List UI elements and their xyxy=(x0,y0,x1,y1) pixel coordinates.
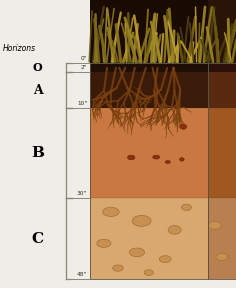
Text: C: C xyxy=(32,232,44,246)
Bar xyxy=(208,0,236,63)
Text: 2": 2" xyxy=(81,65,87,70)
Ellipse shape xyxy=(103,207,119,217)
Ellipse shape xyxy=(180,158,184,161)
Ellipse shape xyxy=(159,256,171,263)
Ellipse shape xyxy=(181,204,191,211)
Bar xyxy=(90,0,208,63)
Ellipse shape xyxy=(132,215,151,226)
Text: A: A xyxy=(33,84,43,97)
Bar xyxy=(208,108,236,198)
Text: 10": 10" xyxy=(77,101,87,106)
Ellipse shape xyxy=(144,270,153,276)
Bar xyxy=(208,198,236,279)
Bar xyxy=(90,72,208,108)
Ellipse shape xyxy=(127,155,135,160)
Bar xyxy=(90,63,208,279)
Text: 0": 0" xyxy=(81,56,87,61)
Bar xyxy=(90,63,208,72)
Ellipse shape xyxy=(168,226,181,234)
Text: B: B xyxy=(31,146,44,160)
Text: 30": 30" xyxy=(77,191,87,196)
Ellipse shape xyxy=(180,124,187,129)
Ellipse shape xyxy=(208,221,221,229)
Ellipse shape xyxy=(97,239,111,247)
Ellipse shape xyxy=(153,155,160,159)
Bar xyxy=(90,198,208,279)
Text: Horizons: Horizons xyxy=(2,44,35,53)
Bar xyxy=(90,108,208,198)
Ellipse shape xyxy=(113,265,123,271)
Bar xyxy=(208,72,236,108)
Text: 48": 48" xyxy=(77,272,87,277)
Bar xyxy=(208,63,236,279)
Bar xyxy=(208,63,236,72)
Text: O: O xyxy=(33,62,43,73)
Ellipse shape xyxy=(165,160,170,164)
Ellipse shape xyxy=(129,248,144,257)
Ellipse shape xyxy=(216,253,228,260)
